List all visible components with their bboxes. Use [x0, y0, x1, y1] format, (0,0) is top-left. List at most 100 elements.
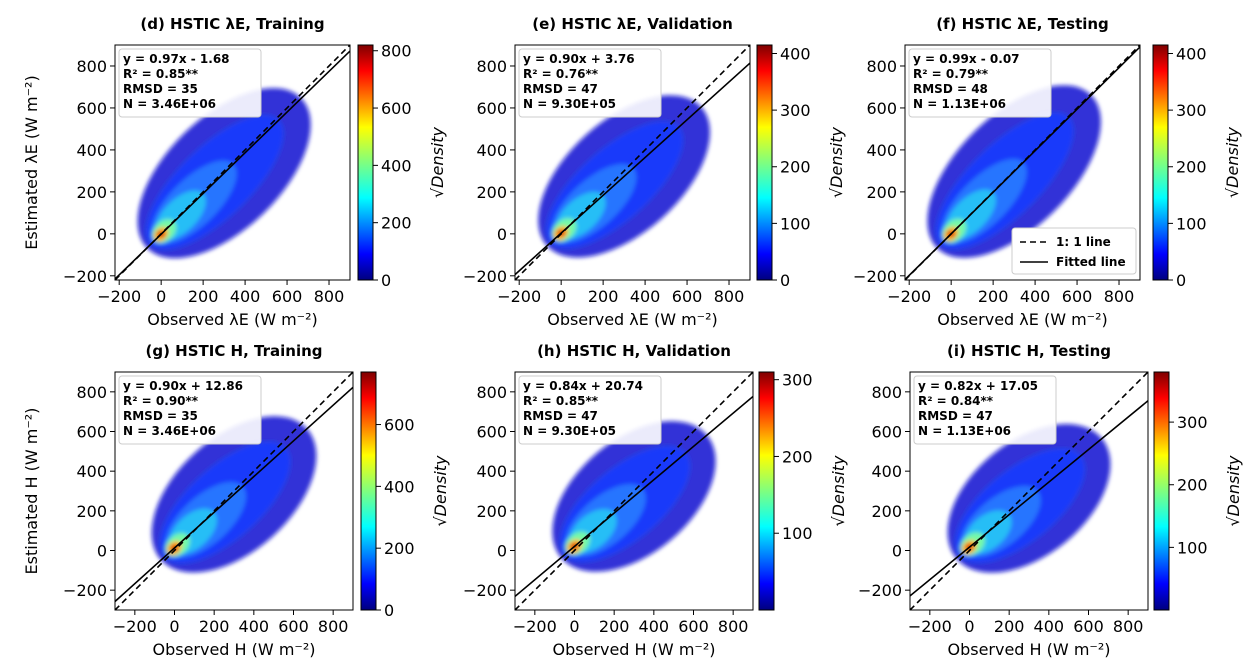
x-tick-label: 0 [569, 617, 579, 636]
colorbar-tick-label: 200 [782, 447, 813, 466]
y-tick-label: 600 [476, 423, 507, 442]
y-tick-label: 200 [866, 183, 897, 202]
x-tick-label: 0 [946, 287, 956, 306]
stats-line: RMSD = 47 [918, 409, 993, 423]
colorbar-tick-label: 300 [1177, 413, 1208, 432]
colorbar-label: √Density [1224, 455, 1243, 527]
x-axis-label: Observed λE (W m⁻²) [147, 310, 318, 329]
colorbar-tick-label: 400 [780, 44, 811, 63]
y-tick-label: 600 [871, 423, 902, 442]
x-tick-label: 400 [1034, 617, 1065, 636]
panel-6: −200 0 200 400 600 800 −200 0 200 400 600 800 (i) HS… [858, 342, 1243, 659]
x-tick-label: 200 [599, 617, 630, 636]
x-tick-label: −200 [908, 617, 952, 636]
stats-line: y = 0.82x + 17.05 [918, 379, 1038, 393]
y-tick-label: 600 [76, 423, 107, 442]
colorbar-tick-label: 200 [780, 158, 811, 177]
y-tick-label: 600 [76, 99, 107, 118]
colorbar-tick-label: 0 [381, 271, 391, 290]
y-tick-label: −200 [858, 581, 902, 600]
fitted-line [515, 395, 753, 597]
stats-line: R² = 0.85** [123, 67, 199, 81]
panel-4: −200 0 200 400 600 800 −200 0 200 400 600 800 (g) HS… [22, 342, 450, 659]
y-tick-label: 800 [476, 383, 507, 402]
panel-3: −200 0 200 400 600 800 −200 0 200 400 600 800 (f) HS… [853, 15, 1242, 329]
fitted-line [515, 62, 750, 276]
colorbar: 100 200 300 √Density [1153, 371, 1243, 611]
y-tick-label: 0 [892, 542, 902, 561]
y-tick-label: −200 [853, 267, 897, 286]
y-tick-label: 400 [476, 141, 507, 160]
colorbar-tick-label: 400 [381, 156, 412, 175]
x-tick-label: 600 [678, 617, 709, 636]
y-tick-label: 0 [497, 542, 507, 561]
y-tick-label: 200 [871, 502, 902, 521]
x-tick-label: −200 [887, 287, 931, 306]
y-tick-label: 800 [476, 57, 507, 76]
x-tick-label: 800 [318, 617, 349, 636]
colorbar: 0 100 200 300 400 √Density [1152, 44, 1242, 290]
x-tick-label: 600 [1062, 287, 1093, 306]
colorbar-tick-label: 100 [782, 524, 813, 543]
stats-line: R² = 0.76** [523, 67, 599, 81]
y-tick-label: 400 [76, 141, 107, 160]
stats-line: y = 0.90x + 12.86 [123, 379, 243, 393]
panel-title: (f) HSTIC λE, Testing [936, 15, 1109, 33]
x-tick-label: 800 [1113, 617, 1144, 636]
colorbar-tick-label: 200 [381, 214, 412, 233]
colorbar-tick-label: 100 [1176, 214, 1207, 233]
x-axis-label: Observed λE (W m⁻²) [937, 310, 1108, 329]
fitted-line [905, 46, 1140, 280]
y-tick-label: 0 [97, 225, 107, 244]
x-tick-label: 800 [718, 617, 749, 636]
stats-line: N = 3.46E+06 [123, 424, 216, 438]
y-tick-label: 800 [76, 57, 107, 76]
y-tick-label: −200 [463, 267, 507, 286]
x-tick-label: 0 [556, 287, 566, 306]
panel-title: (e) HSTIC λE, Validation [532, 15, 733, 33]
colorbar-tick-label: 200 [1176, 158, 1207, 177]
x-axis-label: Observed λE (W m⁻²) [547, 310, 718, 329]
colorbar-label: √Density [428, 126, 447, 198]
colorbar-label: √Density [829, 455, 848, 527]
colorbar-label: √Density [431, 455, 450, 527]
legend: 1: 1 line Fitted line [1011, 227, 1137, 275]
legend-fitted: Fitted line [1056, 255, 1126, 269]
stats-line: RMSD = 35 [123, 409, 198, 423]
x-tick-label: 400 [630, 287, 661, 306]
colorbar-tick-label: 0 [384, 601, 394, 620]
colorbar-tick-label: 100 [1177, 538, 1208, 557]
y-tick-label: 400 [76, 462, 107, 481]
colorbar-tick-label: 400 [1176, 44, 1207, 63]
y-tick-label: 200 [476, 183, 507, 202]
y-axis-label: Estimated λE (W m⁻²) [22, 75, 41, 249]
panel-1: −200 0 200 400 600 800 −200 0 200 400 600 800 (d) HS… [22, 15, 447, 329]
stats-line: N = 9.30E+05 [523, 424, 616, 438]
colorbar-tick-label: 200 [384, 539, 415, 558]
x-tick-label: 400 [239, 617, 270, 636]
colorbar: 0 100 200 300 400 √Density [756, 44, 846, 290]
panel-2: −200 0 200 400 600 800 −200 0 200 400 600 800 (e) HS… [463, 15, 846, 329]
stats-line: y = 0.84x + 20.74 [523, 379, 643, 393]
stats-line: y = 0.99x - 0.07 [913, 52, 1020, 66]
panel-title: (i) HSTIC H, Testing [947, 342, 1111, 360]
plot-frame [904, 44, 1141, 281]
fitted-line [115, 386, 353, 603]
y-tick-label: 800 [76, 383, 107, 402]
x-tick-label: 400 [639, 617, 670, 636]
colorbar-tick-label: 0 [780, 271, 790, 290]
stats-line: RMSD = 35 [123, 82, 198, 96]
plot-frame [514, 371, 754, 611]
stats-line: y = 0.90x + 3.76 [523, 52, 635, 66]
colorbar-tick-label: 400 [384, 477, 415, 496]
one-to-one-line [515, 45, 750, 280]
x-tick-label: 0 [964, 617, 974, 636]
x-tick-label: −200 [97, 287, 141, 306]
stats-line: N = 1.13E+06 [918, 424, 1011, 438]
x-tick-label: 800 [314, 287, 345, 306]
